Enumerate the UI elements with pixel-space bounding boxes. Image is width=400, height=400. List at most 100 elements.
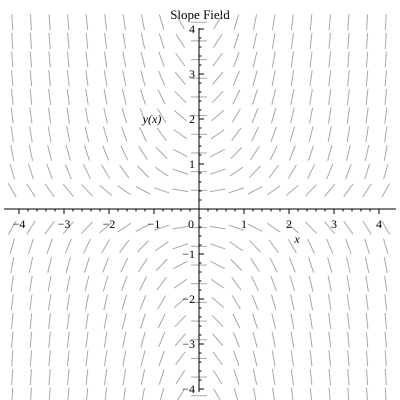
- slope-segment: [209, 168, 226, 175]
- slope-segment: [252, 32, 258, 49]
- slope-segment: [346, 126, 351, 143]
- slope-segment: [252, 369, 258, 386]
- slope-segment: [251, 294, 259, 311]
- slope-segment: [324, 183, 336, 197]
- slope-segment: [121, 313, 127, 329]
- slope-segment: [66, 107, 71, 124]
- slope-segment: [384, 14, 387, 31]
- slope-segment: [67, 387, 70, 400]
- slope-segment: [173, 110, 187, 122]
- slope-segment: [290, 51, 295, 68]
- slope-segment: [29, 294, 33, 311]
- slope-segment: [362, 183, 372, 198]
- slope-segment: [11, 369, 14, 386]
- slope-segment: [117, 222, 132, 233]
- slope-segment: [47, 126, 52, 143]
- slope-segment: [173, 278, 188, 289]
- slope-segment: [290, 107, 295, 124]
- slope-segment: [102, 257, 109, 273]
- slope-segment: [64, 164, 72, 180]
- slope-segment: [384, 70, 387, 87]
- slope-segment: [366, 369, 369, 386]
- x-tick-label: 0: [188, 217, 194, 231]
- slope-segment: [10, 313, 14, 330]
- slope-segment: [102, 145, 109, 161]
- slope-segment: [153, 224, 170, 231]
- slope-segment: [308, 126, 314, 143]
- slope-segment: [154, 241, 169, 252]
- slope-segment: [270, 294, 277, 311]
- slope-segment: [103, 70, 108, 87]
- slope-segment: [364, 163, 371, 180]
- slope-segment: [309, 107, 314, 124]
- slope-segment: [121, 126, 128, 142]
- slope-segment: [384, 126, 388, 143]
- y-tick-label: −2: [182, 292, 195, 306]
- slope-segment: [121, 294, 128, 311]
- slope-segment: [347, 14, 350, 31]
- slope-segment: [250, 258, 260, 273]
- slope-segment: [212, 351, 223, 366]
- slope-segment: [229, 241, 244, 252]
- slope-segment: [157, 89, 166, 105]
- slope-segment: [175, 370, 186, 385]
- slope-segment: [29, 107, 33, 124]
- slope-segment: [362, 220, 372, 235]
- slope-segment: [232, 332, 240, 348]
- slope-segment: [233, 387, 239, 400]
- slope-segment: [140, 51, 146, 68]
- slope-segment: [269, 145, 278, 161]
- y-tick-label: 4: [189, 22, 195, 36]
- slope-segment: [270, 107, 277, 124]
- slope-segment: [309, 313, 313, 330]
- x-tick-label: −4: [13, 217, 26, 231]
- slope-segment: [48, 387, 51, 400]
- slope-segment: [120, 257, 129, 273]
- y-tick-label: −4: [182, 382, 195, 396]
- slope-segment: [365, 294, 369, 311]
- slope-segment: [251, 276, 259, 292]
- slope-segment: [48, 369, 51, 386]
- slope-segment: [101, 164, 111, 179]
- slope-segment: [66, 88, 70, 105]
- slope-segment: [29, 70, 33, 87]
- slope-segment: [272, 14, 276, 31]
- slope-segment: [122, 331, 127, 348]
- slope-segment: [287, 239, 297, 254]
- slope-segment: [65, 145, 71, 161]
- slope-segment: [84, 107, 89, 124]
- slope-segment: [228, 224, 245, 231]
- slope-segment: [10, 145, 15, 161]
- slope-segment: [101, 239, 111, 254]
- slope-segment: [26, 220, 36, 235]
- slope-segment: [156, 276, 167, 291]
- slope-segment: [29, 88, 33, 105]
- slope-segment: [121, 107, 128, 124]
- slope-segment: [309, 294, 314, 311]
- slope-segment: [137, 240, 149, 253]
- slope-segment: [172, 168, 189, 175]
- slope-segment: [140, 70, 146, 87]
- slope-segment: [155, 146, 168, 160]
- x-tick-label: −2: [103, 217, 116, 231]
- slope-segment: [232, 313, 241, 329]
- slope-segment: [10, 88, 14, 105]
- slope-segment: [104, 387, 108, 400]
- slope-segment: [119, 239, 130, 254]
- slope-segment: [384, 331, 387, 348]
- slope-segment: [29, 313, 33, 330]
- slope-segment: [290, 313, 295, 329]
- slope-segment: [139, 294, 147, 311]
- slope-segment: [253, 14, 258, 31]
- slope-segment: [11, 32, 14, 49]
- slope-segment: [365, 331, 369, 348]
- slope-segment: [175, 52, 186, 67]
- slope-segment: [365, 107, 369, 124]
- slope-segment: [231, 108, 241, 123]
- slope-segment: [29, 14, 32, 31]
- slope-segment: [285, 184, 299, 196]
- slope-segment: [48, 70, 51, 87]
- slope-segment: [122, 14, 126, 31]
- slope-segment: [122, 32, 127, 49]
- slope-segment: [177, 388, 185, 400]
